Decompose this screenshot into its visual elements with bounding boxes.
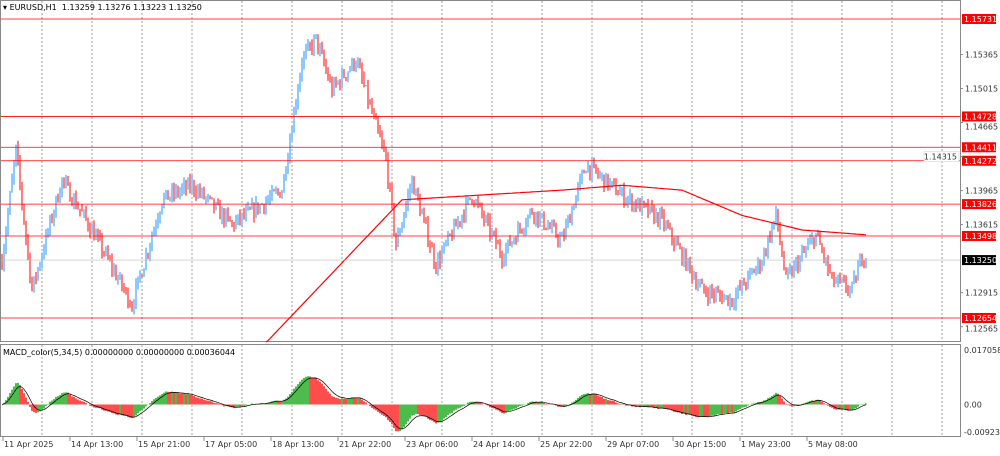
level-tag (962, 14, 996, 24)
level-label: 1.14411 (964, 143, 997, 152)
level-label: 1.15731 (964, 15, 997, 24)
macd-tick-label: 0.0170583 (964, 346, 1000, 355)
level-tag (962, 142, 996, 153)
time-label: 11 Apr 2025 (4, 440, 53, 449)
level-label: 1.13498 (964, 232, 997, 241)
price-tick-label: 1.12915 (965, 289, 998, 298)
current-price-label: 1.13250 (964, 256, 997, 265)
level-tag (962, 312, 996, 323)
time-label: 21 Apr 22:00 (339, 440, 391, 449)
time-label: 15 Apr 21:00 (138, 440, 190, 449)
level-label: 1.12654 (964, 314, 997, 323)
time-label: 5 May 08:00 (808, 440, 858, 449)
open-value: 1.13259 (61, 3, 95, 12)
macd-tick-label: -0.0092306 (964, 428, 1000, 437)
price-tick-label: 1.15365 (965, 51, 998, 60)
macd-signal-line (1, 377, 867, 430)
time-label: 1 May 23:00 (741, 440, 791, 449)
low-value: 1.13223 (133, 3, 167, 12)
price-tick-label: 1.14665 (965, 123, 998, 132)
indicator-header: MACD_color(5,34,5) 0.00000000 0.00000000… (3, 348, 235, 357)
moving-average-line (265, 184, 867, 343)
chart-header: ▾ EURUSD,H1 1.13259 1.13276 1.13223 1.13… (3, 3, 202, 12)
level-label: 1.13826 (964, 200, 997, 209)
price-tick-label: 1.13615 (965, 221, 998, 230)
time-label: 24 Apr 14:00 (473, 440, 525, 449)
price-tick-label-bg (923, 151, 960, 162)
level-tag (962, 111, 996, 122)
time-label: 18 Apr 13:00 (272, 440, 324, 449)
level-tag (962, 155, 996, 166)
price-tick-label: 1.15015 (965, 85, 998, 94)
time-label: 17 Apr 05:00 (205, 440, 257, 449)
main-pane-border (0, 0, 961, 342)
macd-pane-border (0, 344, 961, 437)
indicator-name: MACD_color(5,34,5) (3, 348, 83, 357)
indicator-value-1: 0.00000000 (84, 348, 134, 357)
indicator-value-3: 0.00036044 (186, 348, 236, 357)
level-label: 1.14272 (964, 157, 997, 166)
level-label: 1.14728 (964, 112, 997, 121)
time-label: 30 Apr 15:00 (674, 440, 726, 449)
price-tick-label: 1.14315 (924, 153, 957, 162)
time-label: 23 Apr 06:00 (406, 440, 458, 449)
price-tick-label: 1.13965 (965, 187, 998, 196)
level-tag (962, 199, 996, 210)
time-label: 29 Apr 07:00 (607, 440, 659, 449)
high-value: 1.13276 (97, 3, 131, 12)
price-tick-label: 1.12565 (965, 325, 998, 334)
level-tag (962, 230, 996, 241)
macd-tick-label: 0.00 (964, 401, 982, 410)
close-value: 1.13250 (168, 3, 202, 12)
time-label: 25 Apr 22:00 (540, 440, 592, 449)
time-label: 14 Apr 13:00 (71, 440, 123, 449)
indicator-value-2: 0.00000000 (135, 348, 185, 357)
current-price-tag (962, 255, 996, 266)
symbol-label: EURUSD,H1 (9, 3, 57, 12)
